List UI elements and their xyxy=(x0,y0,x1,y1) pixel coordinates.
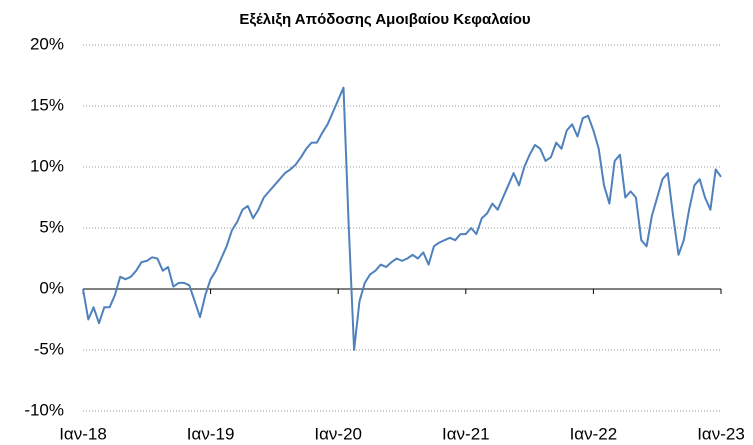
y-tick-label: -10% xyxy=(24,400,64,419)
y-tick-label: 0% xyxy=(39,278,64,297)
x-tick-label: Ιαν-21 xyxy=(442,424,490,443)
y-tick-label: -5% xyxy=(34,339,64,358)
y-tick-label: 20% xyxy=(30,34,64,53)
x-tick-label: Ιαν-23 xyxy=(697,424,745,443)
y-tick-label: 15% xyxy=(30,95,64,114)
chart-title: Εξέλιξη Απόδοσης Αμοιβαίου Κεφαλαίου xyxy=(239,11,531,28)
y-tick-label: 5% xyxy=(39,217,64,236)
x-tick-label: Ιαν-19 xyxy=(187,424,235,443)
data-line xyxy=(82,86,722,351)
x-tick-label: Ιαν-20 xyxy=(314,424,362,443)
x-tick-label: Ιαν-22 xyxy=(570,424,618,443)
x-tick-label: Ιαν-18 xyxy=(59,424,107,443)
y-tick-label: 10% xyxy=(30,156,64,175)
